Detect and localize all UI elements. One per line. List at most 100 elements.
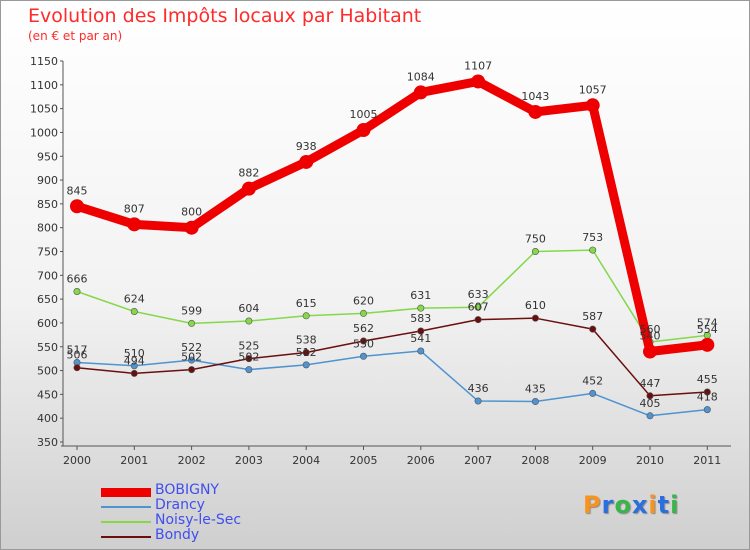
data-point [188, 356, 196, 364]
data-label: 587 [582, 310, 603, 323]
data-point [245, 355, 253, 363]
chart-subtitle: (en € et par an) [28, 29, 123, 43]
data-point [302, 361, 310, 369]
data-label: 666 [67, 273, 88, 286]
data-point [359, 352, 367, 360]
data-point [646, 412, 654, 420]
y-tick-label: 350 [37, 436, 58, 449]
data-label: 436 [468, 382, 489, 395]
data-label: 541 [410, 332, 431, 345]
data-point [474, 316, 482, 324]
data-label: 938 [296, 140, 317, 153]
data-point [188, 366, 196, 374]
y-tick-label: 700 [37, 269, 58, 282]
data-label: 512 [296, 346, 317, 359]
logo-letter: P [583, 491, 602, 519]
data-point [703, 406, 711, 414]
x-tick-label: 2001 [120, 454, 148, 467]
data-label: 1005 [350, 108, 378, 121]
data-label: 522 [181, 341, 202, 354]
logo-letter: i [670, 491, 680, 519]
data-label: 599 [181, 304, 202, 317]
data-point [474, 397, 482, 405]
data-label: 610 [525, 299, 546, 312]
data-point [531, 248, 539, 256]
data-label: 624 [124, 293, 145, 306]
data-point [302, 312, 310, 320]
data-point [359, 309, 367, 317]
data-label: 517 [67, 343, 88, 356]
data-label: 1107 [464, 59, 492, 72]
series-line-noisy-le-sec [76, 249, 709, 343]
data-point [356, 123, 371, 138]
data-label: 455 [697, 373, 718, 386]
data-label: 502 [181, 351, 202, 364]
y-tick-label: 600 [37, 317, 58, 330]
legend-swatch [101, 506, 151, 508]
data-label: 538 [296, 333, 317, 346]
data-point [127, 217, 142, 232]
data-label: 583 [410, 312, 431, 325]
x-tick-label: 2005 [350, 454, 378, 467]
legend-item: BOBIGNY [101, 482, 341, 499]
y-tick-label: 800 [37, 222, 58, 235]
data-label: 435 [525, 383, 546, 396]
legend-swatch [101, 521, 151, 523]
logo-letter: i [648, 491, 658, 519]
legend-item: Noisy-le-Sec [101, 512, 341, 529]
data-label: 631 [410, 289, 431, 302]
data-point [700, 337, 715, 352]
data-point [643, 344, 657, 359]
data-label: 750 [525, 233, 546, 246]
x-tick-label: 2011 [693, 454, 721, 467]
series-line-bobigny [72, 76, 712, 357]
data-label: 554 [697, 323, 718, 336]
legend-label: BOBIGNY [155, 482, 219, 498]
data-point [585, 98, 600, 113]
legend-swatch [101, 536, 151, 538]
data-point [245, 366, 253, 374]
x-tick-label: 2002 [178, 454, 206, 467]
logo-letter: r [601, 491, 615, 519]
data-point [241, 181, 256, 196]
y-tick-label: 450 [37, 388, 58, 401]
data-label: 604 [238, 302, 259, 315]
data-label: 1084 [407, 70, 435, 83]
x-tick-label: 2006 [407, 454, 435, 467]
legend-label: Drancy [155, 497, 205, 513]
y-tick-label: 400 [37, 412, 58, 425]
data-label: 506 [67, 349, 88, 362]
data-label: 562 [353, 322, 374, 335]
legend: BOBIGNY Drancy Noisy-le-Sec Bondy [101, 482, 341, 544]
y-tick-label: 650 [37, 293, 58, 306]
data-label: 494 [124, 354, 145, 367]
data-label: 607 [468, 301, 489, 314]
proxiti-logo: Proxiti [583, 491, 679, 519]
data-point [474, 303, 482, 311]
data-label: 502 [238, 351, 259, 364]
y-tick-label: 1050 [30, 103, 58, 116]
data-label: 447 [640, 377, 661, 390]
y-tick-label: 1100 [30, 79, 58, 92]
logo-letter: t [657, 491, 671, 519]
data-label: 574 [697, 316, 718, 329]
data-point [589, 389, 597, 397]
data-label: 807 [124, 202, 145, 215]
data-point [299, 154, 314, 169]
data-point [417, 347, 425, 355]
data-label: 882 [238, 167, 259, 180]
data-label: 753 [582, 231, 603, 244]
data-point [359, 337, 367, 345]
x-tick-label: 2007 [464, 454, 492, 467]
data-label: 845 [67, 184, 88, 197]
y-tick-label: 500 [37, 365, 58, 378]
legend-label: Bondy [155, 527, 200, 543]
y-tick-label: 750 [37, 246, 58, 259]
data-label: 1057 [579, 83, 607, 96]
data-label: 1043 [521, 90, 549, 103]
x-tick-label: 2004 [292, 454, 320, 467]
data-label: 560 [640, 323, 661, 336]
data-point [531, 398, 539, 406]
